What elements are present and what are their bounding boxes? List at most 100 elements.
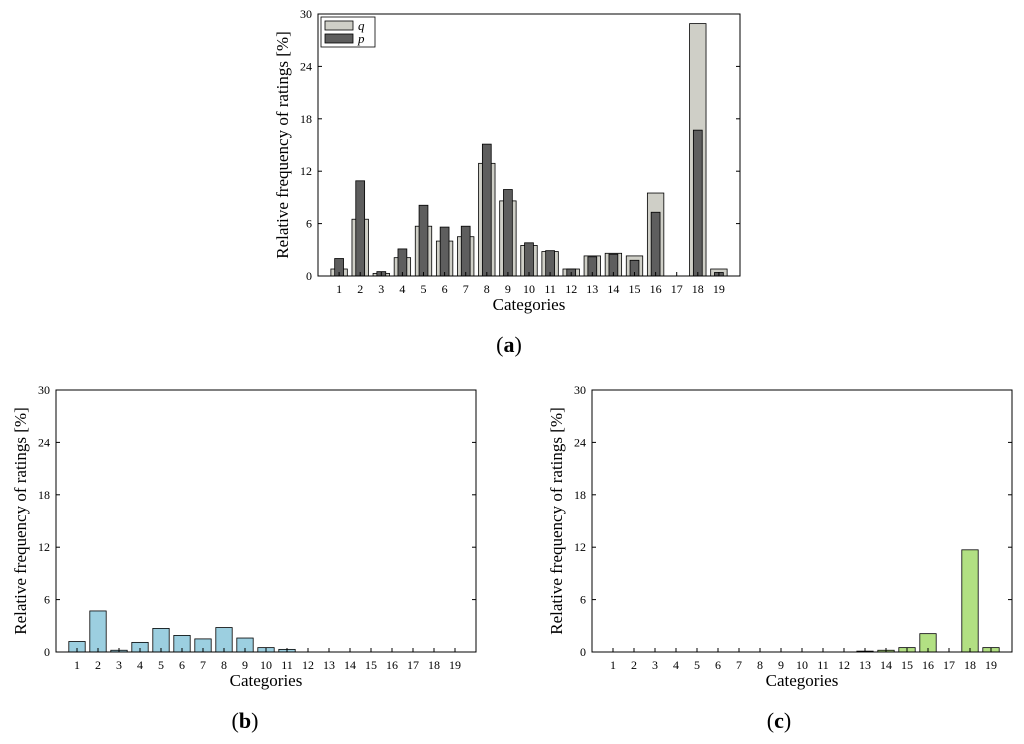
legend-swatch-p bbox=[324, 33, 354, 44]
y-tick-label: 30 bbox=[300, 7, 312, 21]
x-tick-label: 11 bbox=[817, 658, 829, 672]
x-tick-label: 11 bbox=[281, 658, 293, 672]
x-tick-label: 15 bbox=[365, 658, 377, 672]
x-tick-label: 13 bbox=[859, 658, 871, 672]
x-tick-label: 19 bbox=[713, 282, 725, 296]
x-tick-label: 5 bbox=[694, 658, 700, 672]
x-tick-label: 2 bbox=[631, 658, 637, 672]
bar-p-cat-16 bbox=[650, 211, 661, 277]
x-tick-label: 4 bbox=[399, 282, 405, 296]
x-tick-label: 18 bbox=[964, 658, 976, 672]
bar-value-cat-2 bbox=[89, 610, 107, 653]
x-tick-label: 2 bbox=[357, 282, 363, 296]
panel-label-close: ) bbox=[515, 332, 522, 357]
x-axis-title: Categories bbox=[493, 295, 566, 314]
x-tick-label: 9 bbox=[505, 282, 511, 296]
bar-p-cat-8 bbox=[481, 143, 492, 277]
x-tick-label: 16 bbox=[386, 658, 398, 672]
x-tick-label: 11 bbox=[544, 282, 556, 296]
bar-p-cat-6 bbox=[439, 226, 450, 277]
bar-p-cat-7 bbox=[460, 225, 471, 277]
x-tick-label: 15 bbox=[629, 282, 641, 296]
x-tick-label: 15 bbox=[901, 658, 913, 672]
y-tick-label: 6 bbox=[580, 593, 586, 607]
x-tick-label: 6 bbox=[442, 282, 448, 296]
x-axis-title: Categories bbox=[766, 671, 839, 690]
y-axis-title: Relative frequency of ratings [%] bbox=[547, 407, 566, 635]
x-tick-label: 14 bbox=[344, 658, 356, 672]
x-tick-label: 16 bbox=[922, 658, 934, 672]
legend-label-p: p bbox=[357, 31, 365, 46]
y-tick-label: 6 bbox=[44, 593, 50, 607]
legend-label-q: q bbox=[358, 18, 365, 33]
x-tick-label: 7 bbox=[736, 658, 742, 672]
y-tick-label: 0 bbox=[44, 645, 50, 659]
panel-label-open: ( bbox=[232, 708, 239, 733]
bar-p-cat-9 bbox=[503, 189, 513, 277]
x-tick-label: 4 bbox=[673, 658, 679, 672]
x-tick-label: 13 bbox=[323, 658, 335, 672]
y-tick-label: 30 bbox=[38, 383, 50, 397]
x-tick-label: 8 bbox=[484, 282, 490, 296]
bar-p-cat-5 bbox=[418, 204, 429, 277]
x-tick-label: 8 bbox=[221, 658, 227, 672]
x-tick-label: 12 bbox=[302, 658, 314, 672]
x-tick-label: 5 bbox=[421, 282, 427, 296]
x-tick-label: 10 bbox=[796, 658, 808, 672]
x-tick-label: 1 bbox=[610, 658, 616, 672]
plot-frame bbox=[55, 389, 477, 653]
x-tick-label: 10 bbox=[523, 282, 535, 296]
panel-label-open: ( bbox=[496, 332, 503, 357]
x-tick-label: 6 bbox=[715, 658, 721, 672]
y-axis-title: Relative frequency of ratings [%] bbox=[273, 31, 292, 259]
x-tick-label: 3 bbox=[378, 282, 384, 296]
x-tick-label: 7 bbox=[463, 282, 469, 296]
x-tick-label: 9 bbox=[242, 658, 248, 672]
x-tick-label: 7 bbox=[200, 658, 206, 672]
x-tick-label: 10 bbox=[260, 658, 272, 672]
panel-label-letter: c bbox=[774, 708, 784, 733]
x-tick-label: 14 bbox=[607, 282, 619, 296]
x-tick-label: 8 bbox=[757, 658, 763, 672]
x-tick-label: 3 bbox=[652, 658, 658, 672]
x-tick-label: 17 bbox=[407, 658, 419, 672]
y-tick-label: 30 bbox=[574, 383, 586, 397]
x-tick-label: 18 bbox=[428, 658, 440, 672]
y-tick-label: 24 bbox=[574, 435, 586, 449]
x-tick-label: 19 bbox=[985, 658, 997, 672]
y-tick-label: 24 bbox=[300, 59, 312, 73]
bar-p-cat-18 bbox=[692, 129, 703, 277]
bar-p-cat-4 bbox=[397, 248, 408, 277]
x-tick-label: 6 bbox=[179, 658, 185, 672]
x-tick-label: 18 bbox=[692, 282, 704, 296]
x-tick-label: 14 bbox=[880, 658, 892, 672]
y-tick-label: 0 bbox=[580, 645, 586, 659]
x-tick-label: 17 bbox=[943, 658, 955, 672]
panel-label-open: ( bbox=[767, 708, 774, 733]
bar-p-cat-10 bbox=[524, 242, 534, 277]
x-tick-label: 16 bbox=[650, 282, 662, 296]
y-tick-label: 12 bbox=[574, 540, 586, 554]
panel-label-letter: b bbox=[239, 708, 251, 733]
x-tick-label: 19 bbox=[449, 658, 461, 672]
panel-label: (a) bbox=[496, 332, 522, 357]
bar-p-cat-2 bbox=[355, 180, 366, 277]
bar-value-cat-18 bbox=[961, 549, 979, 653]
x-tick-label: 4 bbox=[137, 658, 143, 672]
panel-label-close: ) bbox=[251, 708, 258, 733]
x-tick-label: 13 bbox=[586, 282, 598, 296]
y-tick-label: 0 bbox=[306, 269, 312, 283]
panel-label-letter: a bbox=[504, 332, 515, 357]
y-tick-label: 12 bbox=[300, 164, 312, 178]
y-tick-label: 18 bbox=[574, 488, 586, 502]
y-tick-label: 18 bbox=[38, 488, 50, 502]
x-tick-label: 12 bbox=[838, 658, 850, 672]
x-tick-label: 1 bbox=[74, 658, 80, 672]
x-tick-label: 9 bbox=[778, 658, 784, 672]
y-tick-label: 18 bbox=[300, 112, 312, 126]
y-tick-label: 12 bbox=[38, 540, 50, 554]
